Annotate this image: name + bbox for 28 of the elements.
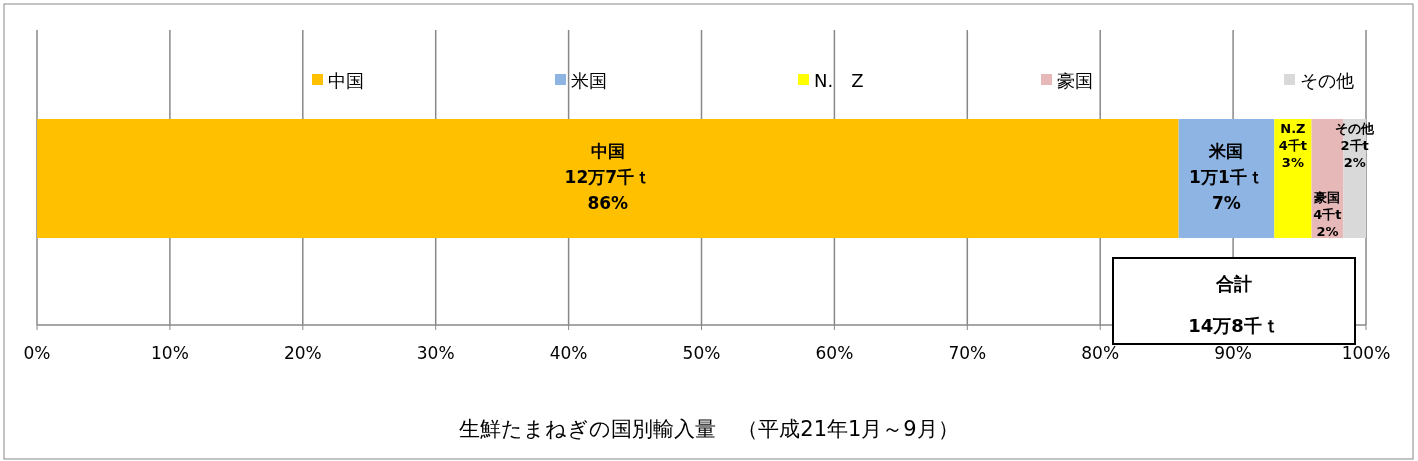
xtick: 70% — [948, 343, 987, 363]
xtick: 50% — [682, 343, 721, 363]
label: N.Z 4千t 3% — [1278, 121, 1308, 170]
legend-label: その他 — [1300, 70, 1354, 91]
legend-label: N. Z — [814, 70, 864, 91]
legend-label: 豪国 — [1057, 70, 1093, 91]
legend-label: 米国 — [571, 70, 607, 91]
xtick: 60% — [815, 343, 854, 363]
label: 米国 1万1千ｔ 7% — [1189, 140, 1264, 213]
label: 豪国 4千t 2% — [1313, 190, 1342, 239]
xtick: 20% — [283, 343, 322, 363]
legend-item: その他 — [1284, 70, 1354, 91]
label: 中国 12万7千ｔ 86% — [564, 140, 652, 213]
xtick: 40% — [549, 343, 588, 363]
legend-item: 中国 — [312, 70, 364, 91]
xtick: 30% — [416, 343, 455, 363]
legend-item: N. Z — [798, 70, 864, 91]
legend-item: 豪国 — [1041, 70, 1093, 91]
xtick: 0% — [23, 343, 51, 363]
title: 生鮮たまねぎの国別輸入量 （平成21年1月～9月） — [459, 417, 959, 441]
annotation: 合計 14万8千ｔ — [1188, 273, 1280, 336]
xtick: 100% — [1341, 343, 1391, 363]
xtick: 90% — [1214, 343, 1252, 363]
xtick: 10% — [151, 343, 189, 363]
legend-label: 中国 — [328, 70, 364, 91]
xtick: 80% — [1081, 343, 1120, 363]
label: その他 2千t 2% — [1335, 121, 1375, 170]
legend-item: 米国 — [555, 70, 607, 91]
